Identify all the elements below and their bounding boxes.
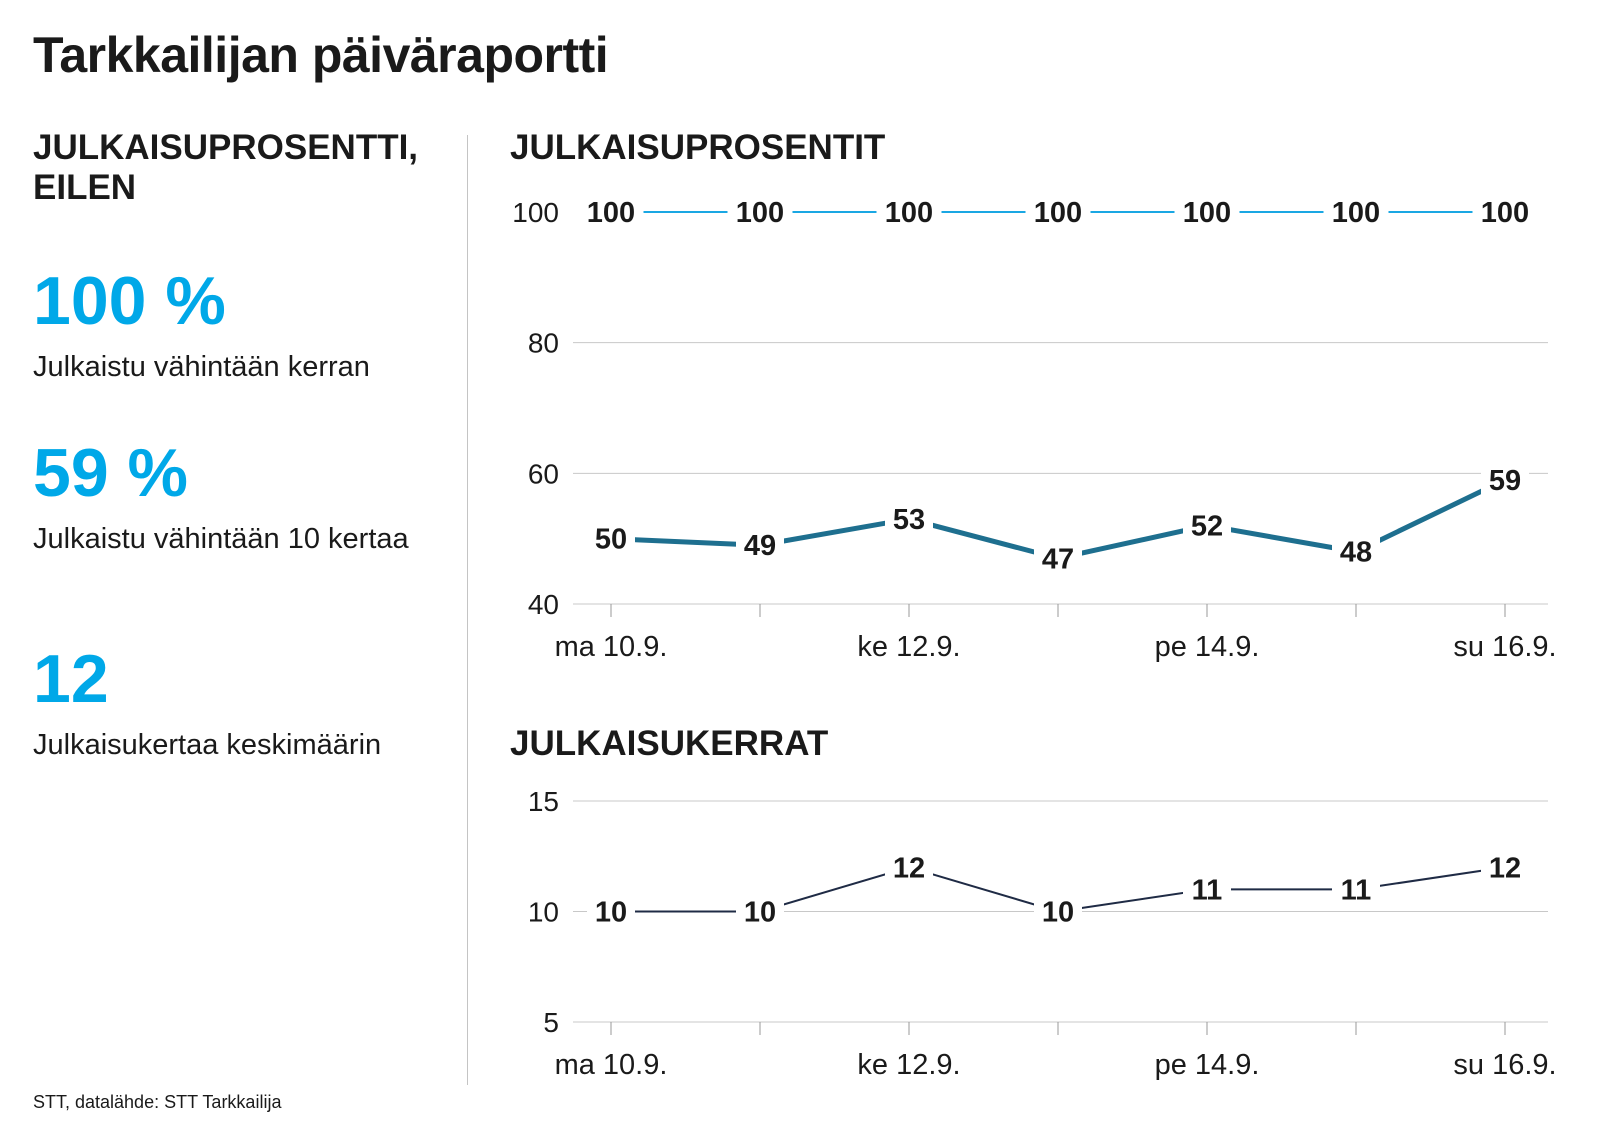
data-label-bg: [1323, 194, 1389, 228]
y-tick-label-60: 60: [528, 458, 559, 489]
data-label-bg: [885, 849, 933, 884]
data-label: 47: [1042, 543, 1074, 575]
data-label: 53: [893, 504, 925, 536]
kpi-value-published-ten: 59 %: [33, 435, 188, 511]
y-tick-label-40: 40: [528, 589, 559, 620]
data-label-bg: [1481, 849, 1529, 884]
data-label: 10: [744, 897, 776, 929]
kpi-label-published-once: Julkaistu vähintään kerran: [33, 351, 370, 383]
page-title: Tarkkailijan päiväraportti: [33, 27, 609, 83]
data-label: 10: [595, 897, 627, 929]
data-label: 12: [893, 852, 925, 884]
data-label: 11: [1341, 874, 1372, 906]
data-label: 100: [587, 197, 635, 229]
x-tick-label: pe 14.9.: [1155, 1049, 1260, 1081]
data-label: 59: [1489, 465, 1521, 497]
data-label-bg: [736, 527, 784, 562]
x-tick-label: pe 14.9.: [1155, 631, 1260, 663]
chart-title-counts: JULKAISUKERRAT: [510, 724, 829, 763]
y-tick-label-10: 10: [528, 897, 559, 928]
source-note: STT, datalähde: STT Tarkkailija: [33, 1092, 282, 1112]
data-label: 100: [1034, 197, 1082, 229]
data-label: 11: [1192, 874, 1223, 906]
left-panel-heading: JULKAISUPROSENTTI, EILEN: [33, 128, 419, 207]
data-label: 100: [736, 197, 784, 229]
data-label: 10: [1042, 897, 1074, 929]
y-tick-label-100: 100: [512, 197, 559, 228]
data-label: 100: [1481, 197, 1529, 229]
data-label-bg: [587, 893, 635, 928]
data-label: 100: [885, 197, 933, 229]
data-label-bg: [876, 194, 942, 228]
data-label: 52: [1191, 511, 1223, 543]
x-tick-label: su 16.9.: [1453, 1049, 1556, 1081]
data-label-bg: [578, 194, 644, 228]
kpi-value-published-once: 100 %: [33, 263, 226, 339]
data-label-bg: [727, 194, 793, 228]
kpi-label-average-count: Julkaisukertaa keskimäärin: [33, 729, 382, 761]
y-tick-label-5: 5: [543, 1007, 559, 1038]
data-label: 49: [744, 530, 776, 562]
y-tick-label-80: 80: [528, 328, 559, 359]
kpi-value-average-count: 12: [33, 641, 109, 717]
data-label-bg: [1183, 507, 1231, 542]
data-label-bg: [1332, 871, 1380, 906]
data-label-bg: [1034, 893, 1082, 928]
x-tick-label: ma 10.9.: [555, 631, 668, 663]
data-label: 12: [1489, 852, 1521, 884]
x-tick-label: ke 12.9.: [857, 631, 960, 663]
data-label-bg: [1174, 194, 1240, 228]
data-label-bg: [1481, 461, 1529, 496]
data-label: 48: [1340, 537, 1372, 569]
data-label: 50: [595, 524, 627, 556]
x-tick-label: ma 10.9.: [555, 1049, 668, 1081]
data-label-bg: [1472, 194, 1538, 228]
panel-divider: [467, 135, 468, 1085]
data-label-bg: [1025, 194, 1091, 228]
data-label-bg: [1332, 533, 1380, 568]
data-label-bg: [885, 501, 933, 536]
chart-title-percentages: JULKAISUPROSENTIT: [510, 128, 886, 167]
y-tick-label-15: 15: [528, 786, 559, 817]
x-tick-label: ke 12.9.: [857, 1049, 960, 1081]
data-label-bg: [1034, 540, 1082, 575]
data-label: 100: [1183, 197, 1231, 229]
data-label-bg: [1183, 871, 1231, 906]
data-label: 100: [1332, 197, 1380, 229]
data-label-bg: [736, 893, 784, 928]
data-label-bg: [587, 520, 635, 555]
x-tick-label: su 16.9.: [1453, 631, 1556, 663]
kpi-label-published-ten: Julkaistu vähintään 10 kertaa: [33, 523, 409, 555]
